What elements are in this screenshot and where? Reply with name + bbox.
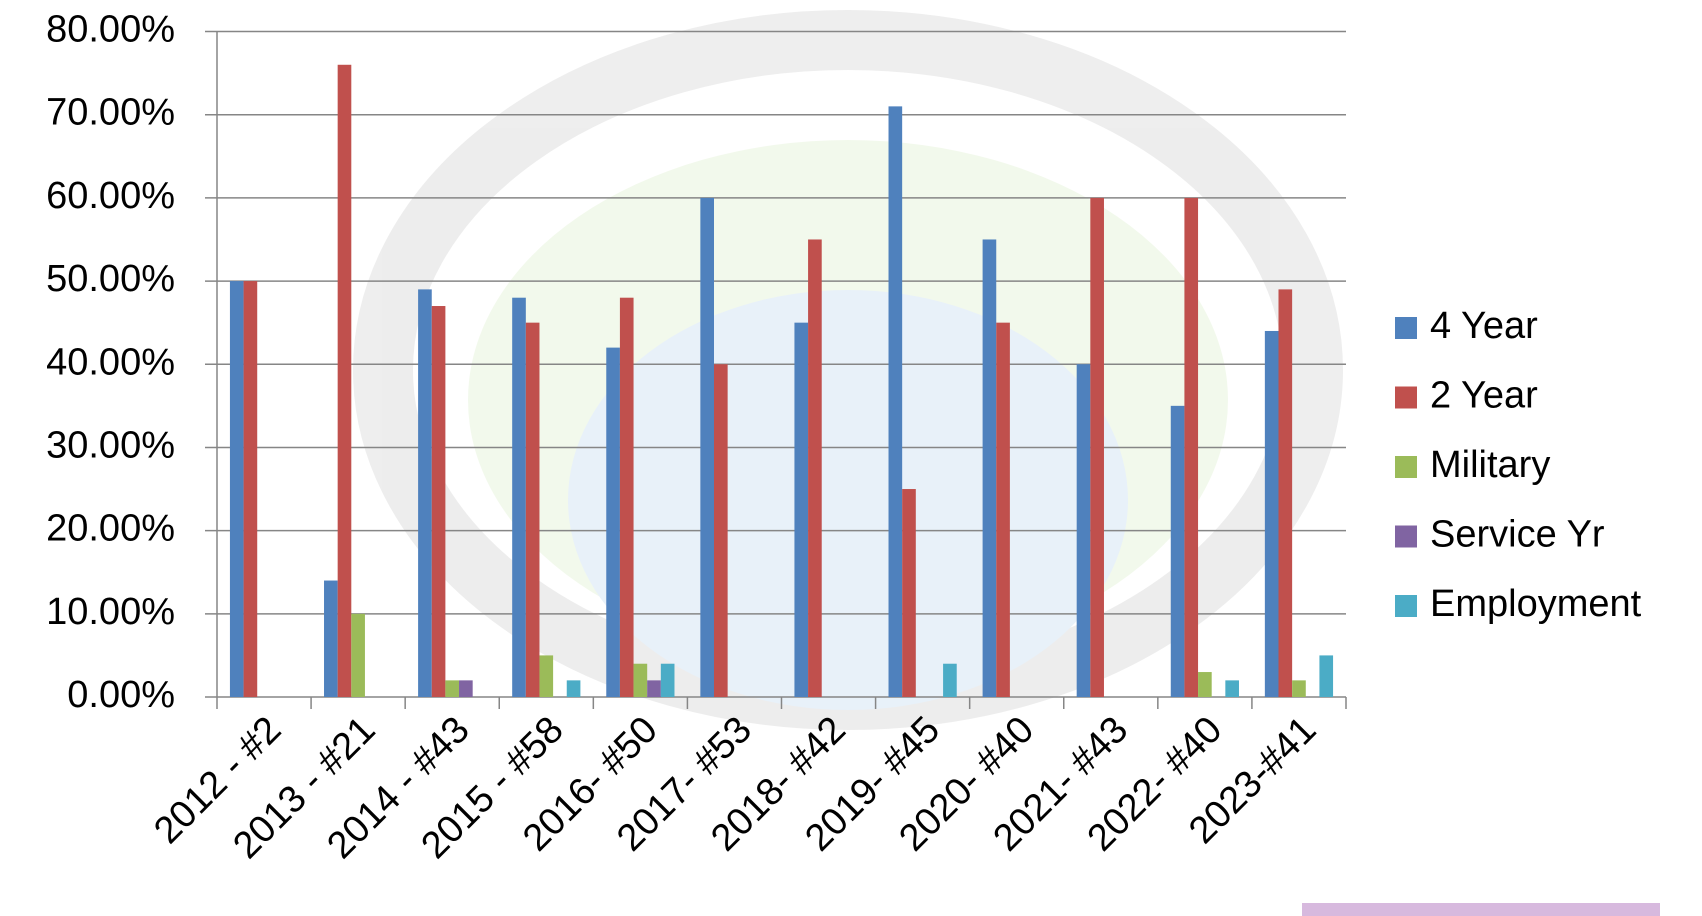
bar — [794, 322, 809, 697]
bar — [418, 289, 432, 697]
bar — [660, 663, 675, 697]
bar — [539, 655, 554, 697]
y-tick-label: 80.00% — [46, 9, 175, 51]
bar — [459, 680, 473, 697]
bar — [888, 106, 903, 697]
bar — [647, 680, 661, 697]
bar — [351, 613, 365, 697]
bar — [1278, 289, 1293, 697]
bar — [324, 580, 338, 697]
legend-label: 4 Year — [1430, 305, 1538, 347]
bar — [902, 489, 916, 697]
y-tick-label: 50.00% — [46, 258, 175, 300]
legend-swatch — [1395, 317, 1417, 339]
bar — [1264, 330, 1279, 697]
bar — [243, 281, 258, 697]
y-tick-label: 10.00% — [46, 591, 175, 633]
y-tick-label: 20.00% — [46, 508, 175, 550]
bar — [512, 297, 526, 697]
bar — [619, 297, 634, 697]
bar — [1090, 197, 1104, 697]
legend-label: Military — [1430, 444, 1550, 486]
y-tick-label: 0.00% — [67, 674, 175, 716]
bar — [1184, 197, 1199, 697]
legend-swatch — [1395, 386, 1417, 409]
bar — [1319, 655, 1334, 697]
bar — [713, 364, 728, 697]
bar — [982, 239, 997, 697]
legend-label: Employment — [1430, 583, 1642, 625]
legend-label: 2 Year — [1430, 375, 1538, 417]
bar — [700, 197, 714, 697]
bar — [808, 239, 822, 697]
bar — [943, 663, 957, 697]
bar — [229, 281, 244, 697]
legend-label: Service Yr — [1430, 514, 1605, 556]
bar — [1198, 672, 1212, 697]
y-tick-label: 60.00% — [46, 175, 175, 217]
legend-swatch — [1395, 456, 1417, 478]
bar — [1170, 405, 1185, 697]
y-tick-label: 40.00% — [46, 341, 175, 383]
y-tick-label: 70.00% — [46, 92, 175, 134]
legend-swatch — [1395, 595, 1417, 617]
bar — [996, 322, 1010, 697]
bar — [1076, 364, 1091, 697]
bar — [606, 347, 620, 697]
bar — [1225, 680, 1239, 697]
bar — [525, 322, 540, 697]
bar — [445, 680, 460, 697]
bar — [431, 306, 446, 697]
decoration — [1302, 903, 1660, 916]
y-tick-label: 30.00% — [46, 424, 175, 466]
legend-swatch — [1395, 525, 1417, 548]
bar — [1292, 680, 1306, 697]
bar — [633, 663, 648, 697]
bar — [566, 680, 581, 697]
bar — [337, 64, 352, 697]
